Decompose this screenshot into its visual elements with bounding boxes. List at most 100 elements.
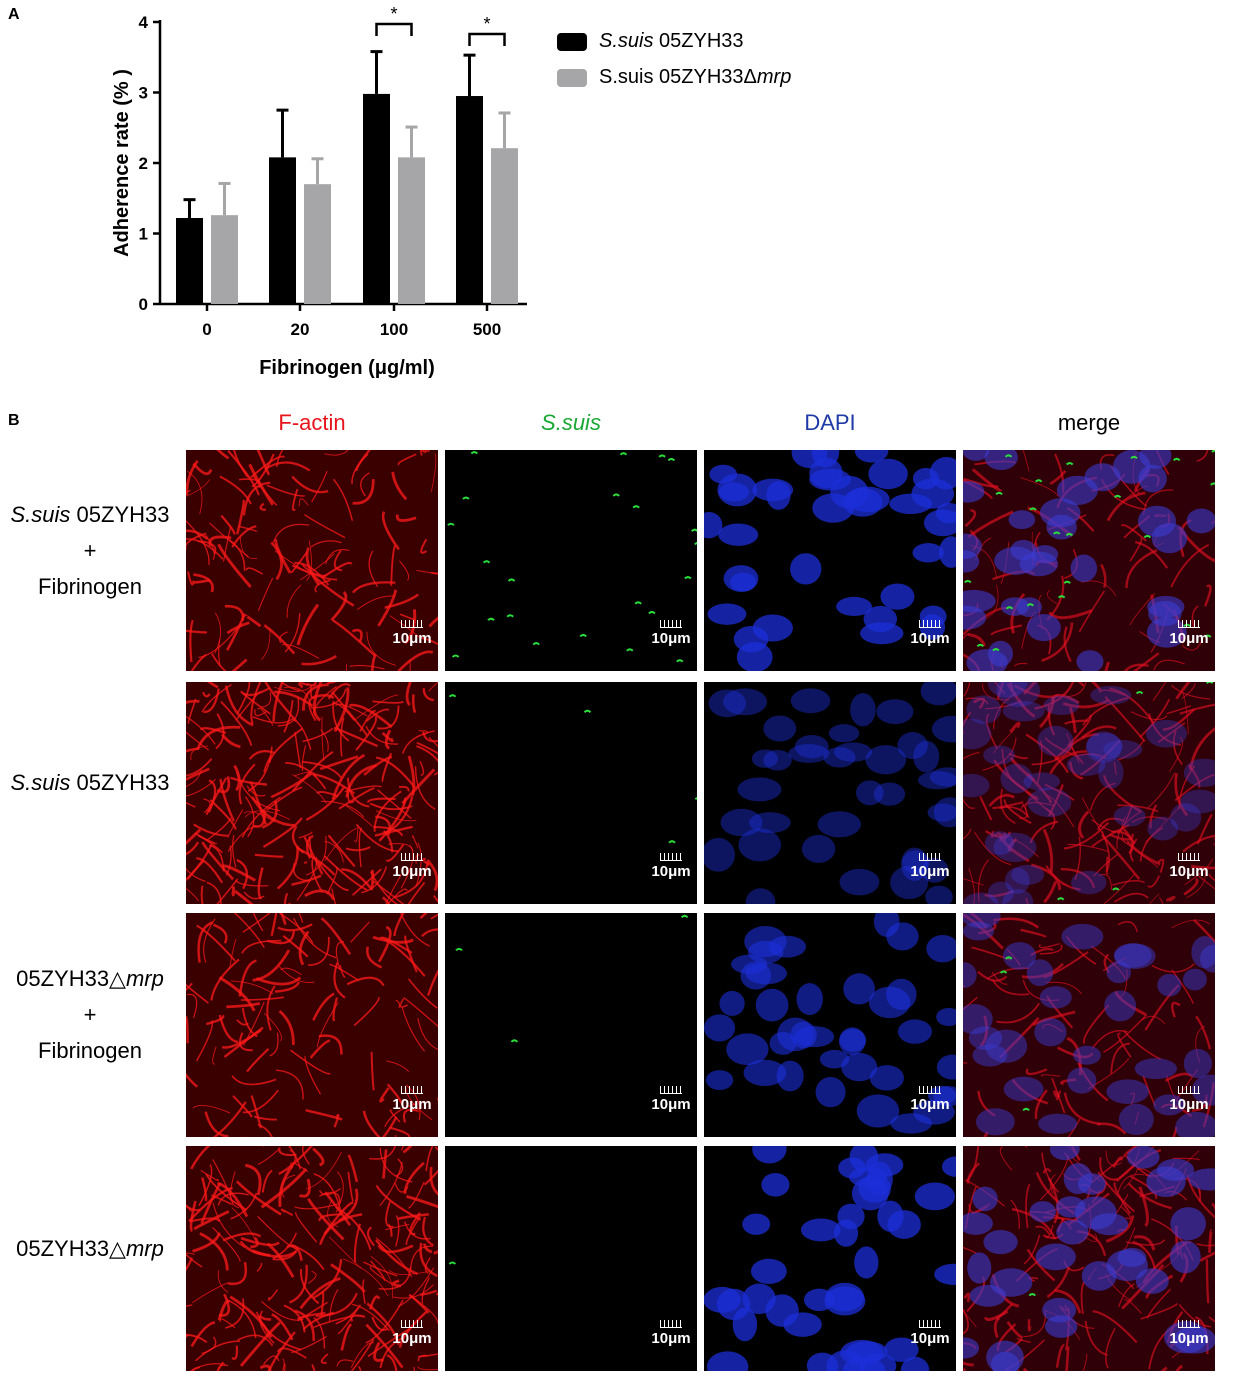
scale-bar-ruler (401, 1086, 423, 1094)
micrograph-r0-c1: 10μm (445, 450, 697, 671)
bar-chart: 0 1 2 3 4 Adherence rate (% ) Fibrinogen (μg/m… (111, 4, 527, 379)
scale-bar: 10μm (1169, 620, 1209, 647)
scale-bar-label: 10μm (651, 863, 691, 880)
micrograph-image (445, 450, 697, 671)
scale-bar: 10μm (392, 620, 432, 647)
scale-bar-ruler (660, 620, 682, 628)
row-label-line: S.suis 05ZYH33 (10, 501, 170, 527)
row-label-line: Fibrinogen (38, 573, 142, 599)
column-header-0: F-actin (278, 410, 346, 435)
scale-bar-label: 10μm (1169, 863, 1209, 880)
micrograph-r3-c1: 10μm (445, 1146, 697, 1371)
legend-item-wildtype: S.suis 05ZYH33 (557, 30, 744, 53)
row-label-line: 05ZYH33△mrp (16, 1235, 164, 1261)
micrograph-r2-c1: 10μm (445, 913, 697, 1137)
legend-label-mutant: S.suis 05ZYH33Δmrp (599, 66, 792, 88)
row-label-line: S.suis 05ZYH33 (10, 770, 170, 795)
scale-bar-ruler (401, 620, 423, 628)
column-header-3: merge (1057, 410, 1121, 435)
scale-bar-ruler (919, 1320, 941, 1328)
y-tick-label-0: 0 (139, 295, 148, 314)
y-axis-label: Adherence rate (% ) (111, 69, 133, 257)
legend-swatch-mutant (557, 68, 587, 87)
micrograph-image (704, 913, 956, 1137)
x-tick-label-0: 0 (202, 320, 211, 339)
micrograph-r1-c0: 10μm (186, 682, 438, 904)
micrograph-r3-c0: 10μm (186, 1146, 438, 1371)
scale-bar-label: 10μm (910, 1096, 950, 1113)
micrograph-r0-c0: 10μm (186, 450, 438, 671)
micrograph-r1-c2: 10μm (704, 682, 956, 904)
scale-bar: 10μm (392, 853, 432, 880)
bar-1-0 (211, 215, 238, 304)
scale-bar-ruler (660, 1086, 682, 1094)
micrograph-image (963, 682, 1215, 904)
scale-bar: 10μm (651, 1320, 691, 1347)
bar-1-1 (304, 184, 331, 304)
scale-bar-label: 10μm (392, 863, 432, 880)
scale-bar: 10μm (392, 1320, 432, 1347)
bar-0-0 (176, 217, 203, 304)
micrograph-image (704, 1146, 956, 1371)
x-axis-label: Fibrinogen (μg/ml) (259, 357, 435, 379)
panel-a-label: A (8, 6, 20, 23)
scale-bar-ruler (919, 853, 941, 861)
scale-bar-label: 10μm (392, 1096, 432, 1113)
scale-bar: 10μm (910, 1086, 950, 1113)
row-label-3: 05ZYH33△mrp (0, 1231, 180, 1267)
row-label-line: + (83, 537, 97, 563)
scale-bar-ruler (919, 1086, 941, 1094)
scale-bar: 10μm (1169, 1320, 1209, 1347)
y-tick-label-1: 1 (139, 225, 148, 244)
scale-bar-label: 10μm (1169, 1330, 1209, 1347)
scale-bar-ruler (1178, 1086, 1200, 1094)
scale-bar-label: 10μm (651, 1330, 691, 1347)
micrograph-r2-c2: 10μm (704, 913, 956, 1137)
panel-b-label: B (8, 412, 20, 429)
micrograph-r3-c3: 10μm (963, 1146, 1215, 1371)
significance-star-0: * (390, 4, 397, 24)
column-header-2: DAPI (804, 410, 856, 435)
micrograph-r1-c3: 10μm (963, 682, 1215, 904)
micrograph-image (186, 450, 438, 671)
x-tick-label-20: 20 (291, 320, 310, 339)
scale-bar-label: 10μm (392, 1330, 432, 1347)
micrograph-image (963, 913, 1215, 1137)
micrograph-image (186, 1146, 438, 1371)
scale-bar: 10μm (651, 1086, 691, 1113)
micrograph-r0-c2: 10μm (704, 450, 956, 671)
scale-bar: 10μm (651, 620, 691, 647)
scale-bar-ruler (401, 853, 423, 861)
bar-0-1 (269, 157, 296, 304)
scale-bar-label: 10μm (651, 630, 691, 647)
micrograph-image (445, 913, 697, 1137)
bar-1-2 (398, 157, 425, 304)
legend-swatch-wildtype (557, 32, 587, 51)
micrograph-image (445, 1146, 697, 1371)
scale-bar-ruler (401, 1320, 423, 1328)
significance-star-1: * (483, 14, 490, 34)
y-tick-label-3: 3 (139, 84, 148, 103)
micrograph-r1-c1: 10μm (445, 682, 697, 904)
micrograph-image (704, 450, 956, 671)
micrograph-r2-c0: 10μm (186, 913, 438, 1137)
scale-bar-label: 10μm (910, 630, 950, 647)
scale-bar-ruler (1178, 1320, 1200, 1328)
micrograph-image (704, 682, 956, 904)
row-label-2: 05ZYH33△mrp + Fibrinogen (0, 961, 180, 1069)
micrograph-image (186, 913, 438, 1137)
scale-bar-label: 10μm (1169, 1096, 1209, 1113)
scale-bar-ruler (919, 620, 941, 628)
legend-item-mutant: S.suis 05ZYH33Δmrp (557, 66, 791, 89)
bar-0-3 (456, 96, 483, 305)
micrograph-image (963, 1146, 1215, 1371)
legend-label-wildtype: S.suis 05ZYH33 (599, 30, 744, 52)
y-tick-label-4: 4 (139, 13, 149, 32)
scale-bar-label: 10μm (1169, 630, 1209, 647)
micrograph-image (445, 682, 697, 904)
micrograph-r2-c3: 10μm (963, 913, 1215, 1137)
row-label-line: + (83, 1002, 97, 1027)
scale-bar: 10μm (910, 853, 950, 880)
micrograph-image (186, 682, 438, 904)
row-label-line: Fibrinogen (38, 1038, 142, 1063)
